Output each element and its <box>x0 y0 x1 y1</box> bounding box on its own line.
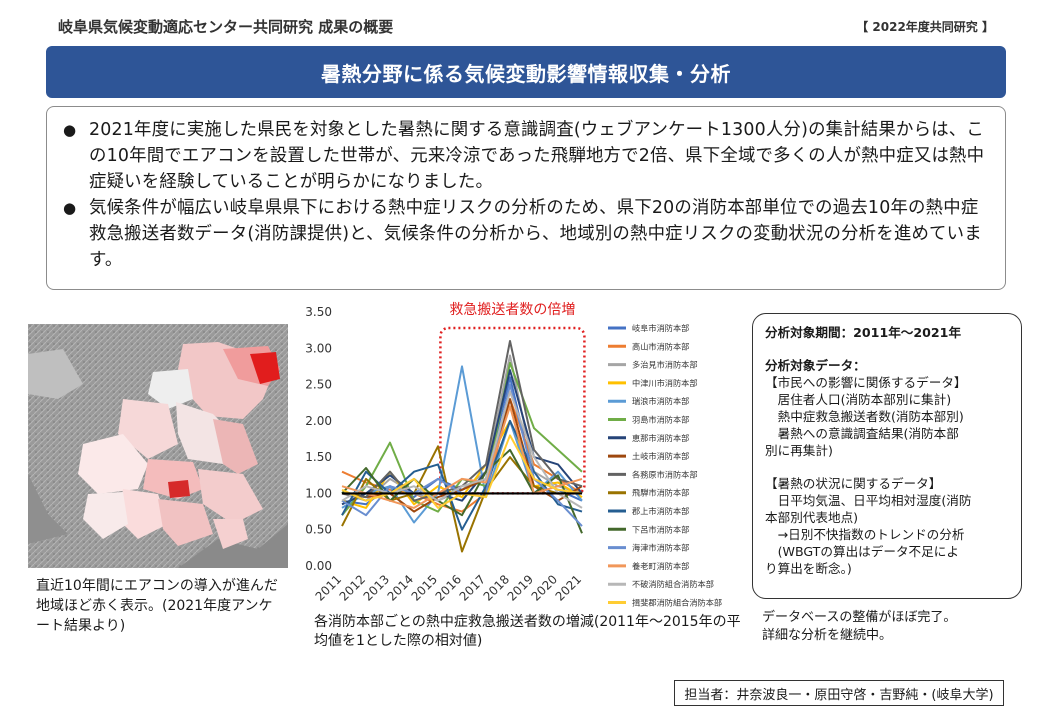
bullet-icon: ● <box>63 199 77 217</box>
y-tick-label: 1.00 <box>305 486 332 500</box>
chart-caption: 各消防本部ごとの熱中症救急搬送者数の増減(2011年～2015年の平均値を1とし… <box>314 614 741 649</box>
gifu-aircon-map <box>28 324 288 568</box>
legend-label: 下呂市消防本部 <box>632 524 689 534</box>
page-header-title: 岐阜県気候変動適応センター共同研究 成果の概要 <box>58 18 394 36</box>
x-tick-label: 2014 <box>385 572 416 603</box>
summary-bullet: ● 気候条件が幅広い岐阜県県下における熱中症リスクの分析のため、県下20の消防本… <box>63 195 987 273</box>
info-line: 【暑熱の状況に関するデータ】 <box>765 476 942 491</box>
legend-label: 瑞浪市消防本部 <box>632 396 689 406</box>
summary-bullet: ● 2021年度に実施した県民を対象とした暑熱に関する意識調査(ウェブアンケート… <box>63 117 987 195</box>
status-line-1: データベースの整備がほぼ完了。 <box>762 610 957 625</box>
series-line <box>341 398 583 513</box>
status-line-2: 詳細な分析を継続中。 <box>762 628 893 643</box>
x-tick-label: 2013 <box>361 572 392 603</box>
y-tick-label: 1.50 <box>305 450 332 464</box>
info-line: 分析対象データ： <box>765 358 866 373</box>
bullet-text: 気候条件が幅広い岐阜県県下における熱中症リスクの分析のため、県下20の消防本部単… <box>89 198 982 270</box>
legend-label: 中津川市消防本部 <box>632 378 698 388</box>
map-caption: 直近10年間にエアコンの導入が進んだ地域ほど赤く表示。(2021年度アンケート結… <box>36 578 278 634</box>
y-tick-label: 3.00 <box>305 341 332 355</box>
legend-label: 養老町消防本部 <box>632 561 689 571</box>
legend-label: 土岐市消防本部 <box>632 451 689 461</box>
info-line: 暑熱への意識調査結果(消防本部 <box>765 426 959 441</box>
series-line <box>341 445 582 553</box>
x-tick-label: 2011 <box>313 572 344 603</box>
y-tick-label: 2.50 <box>305 378 332 392</box>
series-line <box>341 383 583 527</box>
legend-label: 郡上市消防本部 <box>632 506 689 516</box>
series-line <box>341 405 583 509</box>
info-line: 日平均気温、日平均相対湿度(消防 <box>765 493 972 508</box>
info-spacer <box>765 459 1009 475</box>
section-banner: 暑熱分野に係る気候変動影響情報収集・分析 <box>46 46 1006 98</box>
legend-label: 不破消防組合消防本部 <box>632 579 714 589</box>
analysis-info-box: 分析対象期間：2011年～2021年 分析対象データ： 【市民への影響に関係するデー… <box>752 313 1022 599</box>
x-tick-label: 2016 <box>433 572 464 603</box>
series-line <box>341 390 583 509</box>
series-line <box>341 365 583 524</box>
y-tick-label: 3.50 <box>305 305 332 319</box>
info-line: (WBGTの算出はデータ不足によ <box>765 544 959 559</box>
x-tick-label: 2021 <box>553 572 584 603</box>
info-line: 【市民への影響に関係するデータ】 <box>765 375 967 390</box>
status-note: データベースの整備がほぼ完了。 詳細な分析を継続中。 <box>762 609 956 645</box>
credit-box: 担当者：井奈波良一・原田守啓・吉野純・(岐阜大学) <box>674 680 1004 706</box>
annotation-label: 救急搬送者数の倍増 <box>449 302 575 318</box>
legend-label: 多治見市消防本部 <box>632 360 698 370</box>
x-tick-label: 2015 <box>409 572 440 603</box>
relative-transport-chart: 0.00 0.50 1.00 1.50 2.00 2.50 3.00 3.50 2011 2012… <box>296 300 742 620</box>
info-line: 熱中症救急搬送者数(消防本部別) <box>765 409 964 424</box>
info-line: 分析対象期間：2011年～2021年 <box>765 325 962 340</box>
info-line: 居住者人口(消防本部別に集計) <box>765 392 952 407</box>
legend-label: 揖斐郡消防組合消防本部 <box>632 598 722 608</box>
legend-label: 恵那市消防本部 <box>632 433 689 443</box>
banner-title: 暑熱分野に係る気候変動影響情報収集・分析 <box>321 61 731 86</box>
credit-text: 担当者：井奈波良一・原田守啓・吉野純・(岐阜大学) <box>684 687 994 703</box>
x-tick-label: 2018 <box>481 572 512 603</box>
y-tick-label: 0.00 <box>305 559 332 573</box>
legend-label: 高山市消防本部 <box>632 341 689 351</box>
legend-label: 各務原市消防本部 <box>632 469 698 479</box>
x-tick-label: 2020 <box>529 572 560 603</box>
bullet-icon: ● <box>63 121 77 139</box>
x-tick-label: 2019 <box>505 572 536 603</box>
x-tick-label: 2017 <box>457 572 488 603</box>
chart-svg: 0.00 0.50 1.00 1.50 2.00 2.50 3.00 3.50 20112012… <box>305 302 722 608</box>
info-line: →日別不快指数のトレンドの分析 <box>765 527 965 542</box>
legend-label: 飛騨市消防本部 <box>632 488 689 498</box>
y-tick-label: 2.00 <box>305 414 332 428</box>
summary-box: ● 2021年度に実施した県民を対象とした暑熱に関する意識調査(ウェブアンケート… <box>46 106 1006 290</box>
info-line: 別に再集計) <box>765 443 833 458</box>
info-line: り算出を断念。) <box>765 561 852 576</box>
info-line: 本部別代表地点) <box>765 510 859 525</box>
y-tick-label: 0.50 <box>305 523 332 537</box>
map-image <box>28 324 288 568</box>
legend-label: 羽島市消防本部 <box>632 415 689 425</box>
legend-label: 海津市消防本部 <box>632 543 689 553</box>
legend-label: 岐阜市消防本部 <box>632 323 689 333</box>
bullet-text: 2021年度に実施した県民を対象とした暑熱に関する意識調査(ウェブアンケート13… <box>89 120 985 192</box>
x-tick-label: 2012 <box>337 572 368 603</box>
info-spacer <box>765 341 1009 357</box>
year-tag: 【 2022年度共同研究 】 <box>856 20 994 34</box>
